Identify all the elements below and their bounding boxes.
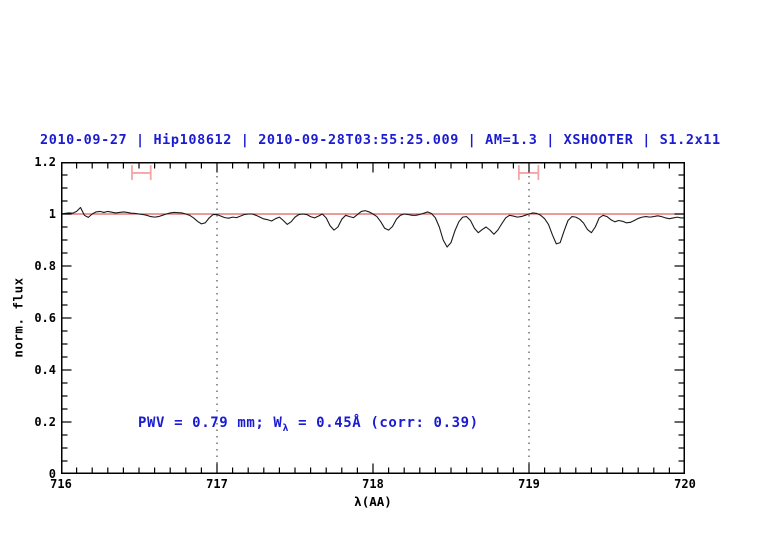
x-tick-label: 719 <box>518 477 540 491</box>
spectrum-plot <box>60 161 686 475</box>
y-tick-label: 0.6 <box>34 311 56 325</box>
x-tick-label: 718 <box>362 477 384 491</box>
annotation-lambda-subscript: λ <box>282 422 290 434</box>
y-tick-label: 0.2 <box>34 415 56 429</box>
annotation-prefix: PWV = 0.79 mm; W <box>138 415 283 431</box>
y-axis-title: norm. flux <box>10 277 26 358</box>
x-tick-label: 720 <box>674 477 696 491</box>
annotation-suffix: = 0.45Å (corr: 0.39) <box>289 415 479 431</box>
plot-border <box>61 162 685 474</box>
y-tick-label: 0.8 <box>34 259 56 273</box>
x-tick-label: 716 <box>50 477 72 491</box>
spectrum-line <box>60 206 685 248</box>
plot-title: 2010-09-27 | Hip108612 | 2010-09-28T03:5… <box>40 132 721 148</box>
x-axis-title: λ(AA) <box>354 494 392 509</box>
pwv-annotation: PWV = 0.79 mm; Wλ = 0.45Å (corr: 0.39) <box>138 415 479 434</box>
band-range-marker <box>517 165 540 180</box>
band-range-marker <box>131 165 152 180</box>
y-tick-label: 1 <box>48 207 56 221</box>
y-tick-label: 0 <box>48 467 56 481</box>
y-tick-label: 0.4 <box>34 363 56 377</box>
y-tick-label: 1.2 <box>34 155 56 169</box>
plot-area <box>60 161 686 475</box>
x-tick-label: 717 <box>206 477 228 491</box>
